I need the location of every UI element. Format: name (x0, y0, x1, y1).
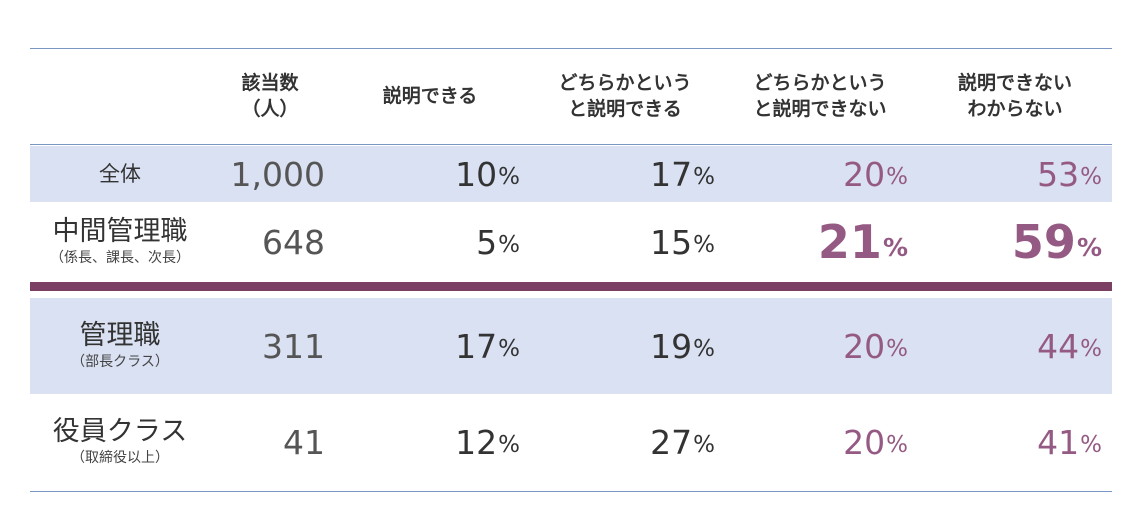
row-label: 全体 (30, 146, 210, 202)
cell-rather-not: 21% (817, 215, 908, 269)
table-row-middle-management: 中間管理職 （係長、課長、次長） 648 5% 15% 21% 59% (30, 202, 1112, 282)
cell-cannot: 41% (1037, 422, 1102, 462)
row-label-name: 全体 (99, 162, 141, 186)
header-count: 該当数 （人） (241, 72, 299, 120)
row-label: 役員クラス （取締役以上） (30, 394, 210, 490)
row-count: 648 (262, 222, 325, 262)
cell-cannot: 59% (1011, 215, 1102, 269)
highlight-divider (30, 282, 1112, 291)
row-label: 中間管理職 （係長、課長、次長） (30, 202, 210, 282)
table-row-management: 管理職 （部長クラス） 311 17% 19% 20% 44% (30, 298, 1112, 394)
cell-cannot: 53% (1037, 154, 1102, 194)
cell-explain: 5% (476, 222, 520, 262)
row-label-name: 管理職 (79, 320, 161, 351)
row-label-sub: （係長、課長、次長） (50, 250, 190, 266)
table-row-total: 全体 1,000 10% 17% 20% 53% (30, 146, 1112, 202)
cell-rather-explain: 27% (650, 422, 715, 462)
bottom-rule (30, 491, 1112, 492)
cell-rather-not: 20% (843, 422, 908, 462)
row-label-sub: （取締役以上） (71, 450, 169, 466)
cell-cannot: 44% (1037, 326, 1102, 366)
cell-rather-not: 20% (843, 326, 908, 366)
row-count: 311 (262, 326, 325, 366)
top-rule (30, 48, 1112, 49)
cell-explain: 17% (455, 326, 520, 366)
cell-rather-not: 20% (843, 154, 908, 194)
survey-table: 該当数 （人） 説明できる どちらかという と説明できる どちらかという と説明… (30, 48, 1112, 492)
table-row-executives: 役員クラス （取締役以上） 41 12% 27% 20% 41% (30, 394, 1112, 490)
cell-explain: 12% (455, 422, 520, 462)
row-count: 1,000 (230, 154, 325, 194)
row-label: 管理職 （部長クラス） (30, 298, 210, 394)
row-label-name: 中間管理職 (52, 216, 188, 247)
row-label-name: 役員クラス (52, 416, 188, 447)
header-rather-explain: どちらかという と説明できる (558, 72, 692, 120)
cell-rather-explain: 17% (650, 154, 715, 194)
row-count: 41 (283, 422, 325, 462)
cell-explain: 10% (455, 154, 520, 194)
row-label-sub: （部長クラス） (71, 354, 169, 370)
header-rule (30, 144, 1112, 145)
cell-rather-explain: 15% (650, 222, 715, 262)
header-rather-not: どちらかという と説明できない (753, 72, 887, 120)
cell-rather-explain: 19% (650, 326, 715, 366)
header-cannot: 説明できない わからない (957, 72, 1072, 120)
header-explain: 説明できる (382, 85, 478, 107)
